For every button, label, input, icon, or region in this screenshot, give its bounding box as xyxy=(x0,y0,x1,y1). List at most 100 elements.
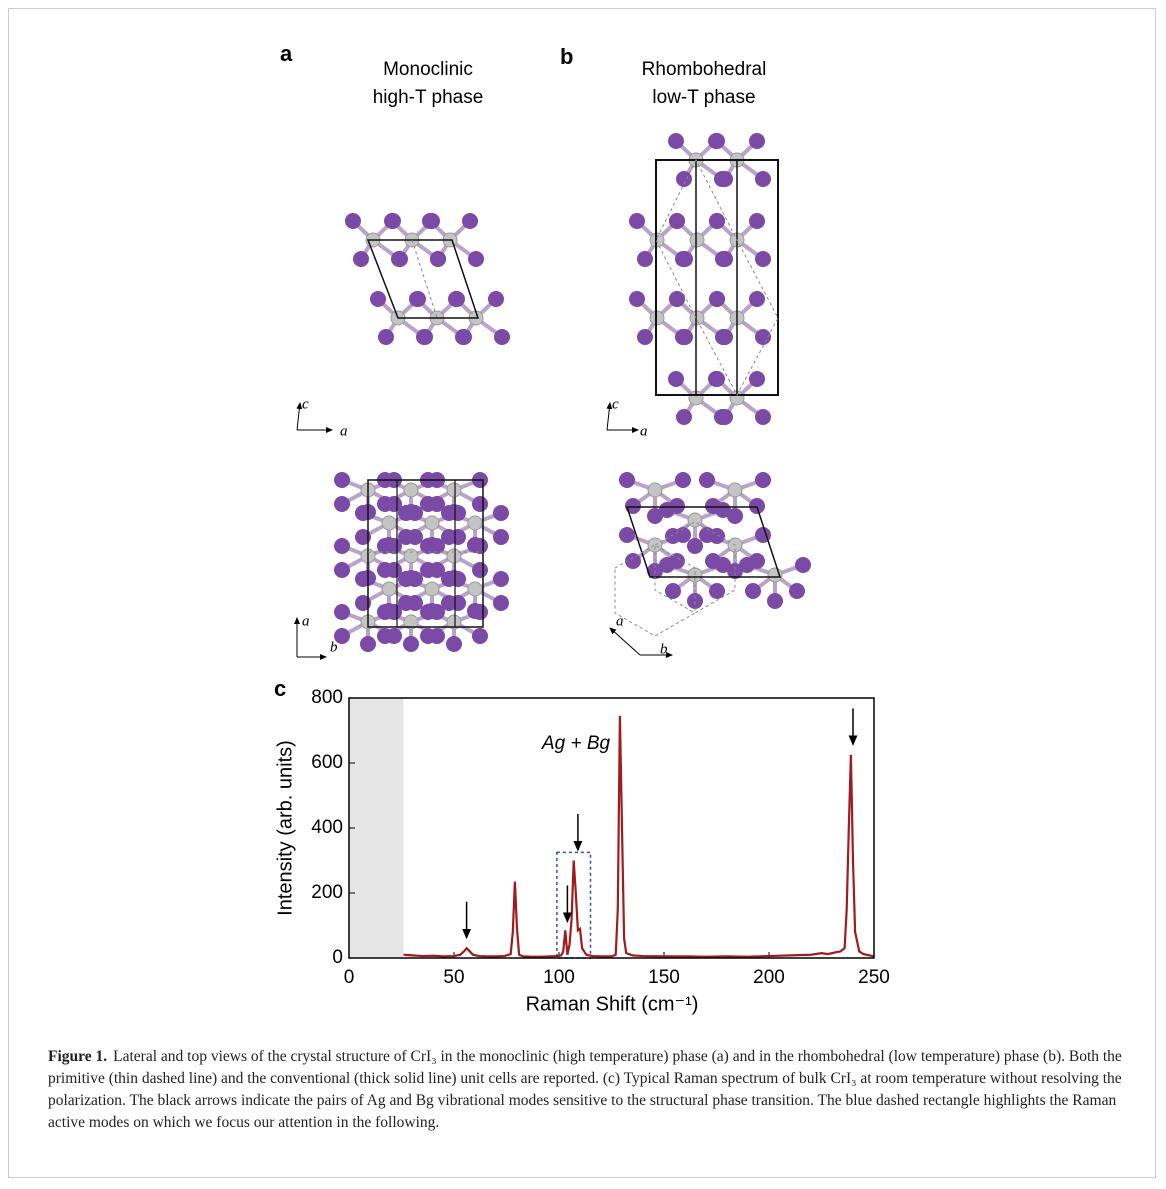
axis-letter: c xyxy=(302,396,309,412)
atom-i xyxy=(709,291,725,307)
atom-i xyxy=(676,409,692,425)
crystal-structures xyxy=(334,133,811,652)
spectrum-line xyxy=(404,716,874,957)
atom-i xyxy=(619,472,635,488)
x-tick-label: 200 xyxy=(753,967,785,988)
axis-letter: c xyxy=(612,396,619,412)
atom-i xyxy=(472,628,488,644)
atom-i xyxy=(377,628,393,644)
atom-cr xyxy=(404,549,418,563)
atom-i xyxy=(677,329,693,345)
atom-i xyxy=(675,472,691,488)
atom-i xyxy=(334,496,350,512)
atom-cr xyxy=(404,483,418,497)
caption: Figure 1.Lateral and top views of the cr… xyxy=(48,1046,1123,1134)
caption-label: Figure 1. xyxy=(48,1048,107,1065)
atom-i xyxy=(446,636,462,652)
y-tick-label: 600 xyxy=(311,752,343,773)
annotation: Ag + Bg xyxy=(541,733,611,754)
atom-i xyxy=(493,529,509,545)
atom-i xyxy=(334,562,350,578)
atom-i xyxy=(334,472,350,488)
atom-i xyxy=(629,291,645,307)
axis-letter: a xyxy=(302,613,310,629)
atom-i xyxy=(749,498,765,514)
atom-i xyxy=(717,251,733,267)
panel-title: Rhombohedral xyxy=(642,59,767,80)
atom-cr xyxy=(425,582,439,596)
atom-cr xyxy=(468,582,482,596)
atom-i xyxy=(687,593,703,609)
y-axis-label: Intensity (arb. units) xyxy=(274,740,296,916)
atom-i xyxy=(370,291,386,307)
atom-i xyxy=(755,171,771,187)
axis-arrow xyxy=(610,628,640,655)
atom-i xyxy=(420,562,436,578)
atom-i xyxy=(422,213,438,229)
x-tick-label: 50 xyxy=(443,967,464,988)
caption-text: Lateral and top views of the crystal str… xyxy=(48,1048,1122,1131)
atom-cr xyxy=(382,582,396,596)
atom-i xyxy=(709,371,725,387)
atom-i xyxy=(668,133,684,149)
atom-i xyxy=(755,329,771,345)
atom-i xyxy=(488,291,504,307)
x-tick-label: 0 xyxy=(344,967,355,988)
atom-i xyxy=(637,251,653,267)
panel-title: high-T phase xyxy=(373,87,484,108)
atom-i xyxy=(377,562,393,578)
atom-i xyxy=(717,409,733,425)
atom-i xyxy=(377,496,393,512)
atom-i xyxy=(619,527,635,543)
unit-cell xyxy=(656,160,778,395)
plot-frame xyxy=(349,698,874,958)
atom-i xyxy=(629,213,645,229)
panel-label: c xyxy=(274,676,286,701)
axis-letter: a xyxy=(640,423,648,439)
atom-i xyxy=(625,498,641,514)
atom-cr xyxy=(648,483,662,497)
x-tick-label: 100 xyxy=(543,967,575,988)
atom-i xyxy=(659,502,675,518)
atom-i xyxy=(669,291,685,307)
atom-i xyxy=(739,557,755,573)
axis-arrow xyxy=(297,403,300,430)
panel-label: a xyxy=(280,41,293,66)
atom-cr xyxy=(447,549,461,563)
panel-label: b xyxy=(560,44,573,69)
panel-title: Monoclinic xyxy=(383,59,473,80)
atom-i xyxy=(420,604,436,620)
atom-i xyxy=(334,538,350,554)
atom-i xyxy=(789,583,805,599)
atom-i xyxy=(353,251,369,267)
atom-i xyxy=(749,133,765,149)
atom-i xyxy=(709,213,725,229)
atom-i xyxy=(709,133,725,149)
y-tick-label: 0 xyxy=(332,947,343,968)
atom-i xyxy=(699,472,715,488)
atom-i xyxy=(659,557,675,573)
atom-i xyxy=(677,251,693,267)
atom-i xyxy=(472,604,488,620)
atom-i xyxy=(334,604,350,620)
atom-cr xyxy=(425,516,439,530)
atom-i xyxy=(755,472,771,488)
x-tick-label: 250 xyxy=(858,967,890,988)
figure: a Monoclinic high-T phase b Rhombohedral… xyxy=(0,0,1166,1040)
atom-i xyxy=(378,329,394,345)
atom-i xyxy=(417,329,433,345)
panel-title: low-T phase xyxy=(652,87,755,108)
y-tick-label: 800 xyxy=(311,687,343,708)
atom-i xyxy=(377,538,393,554)
atom-i xyxy=(472,562,488,578)
atom-i xyxy=(345,213,361,229)
atom-i xyxy=(456,329,472,345)
axis-letter: a xyxy=(616,613,624,629)
atom-i xyxy=(717,171,733,187)
unit-cell xyxy=(656,160,778,395)
atom-i xyxy=(494,329,510,345)
page: {"panels": { "a": {"label": "a", "title_… xyxy=(0,0,1166,1189)
atom-cr xyxy=(468,516,482,530)
atom-i xyxy=(715,557,731,573)
atom-i xyxy=(687,538,703,554)
